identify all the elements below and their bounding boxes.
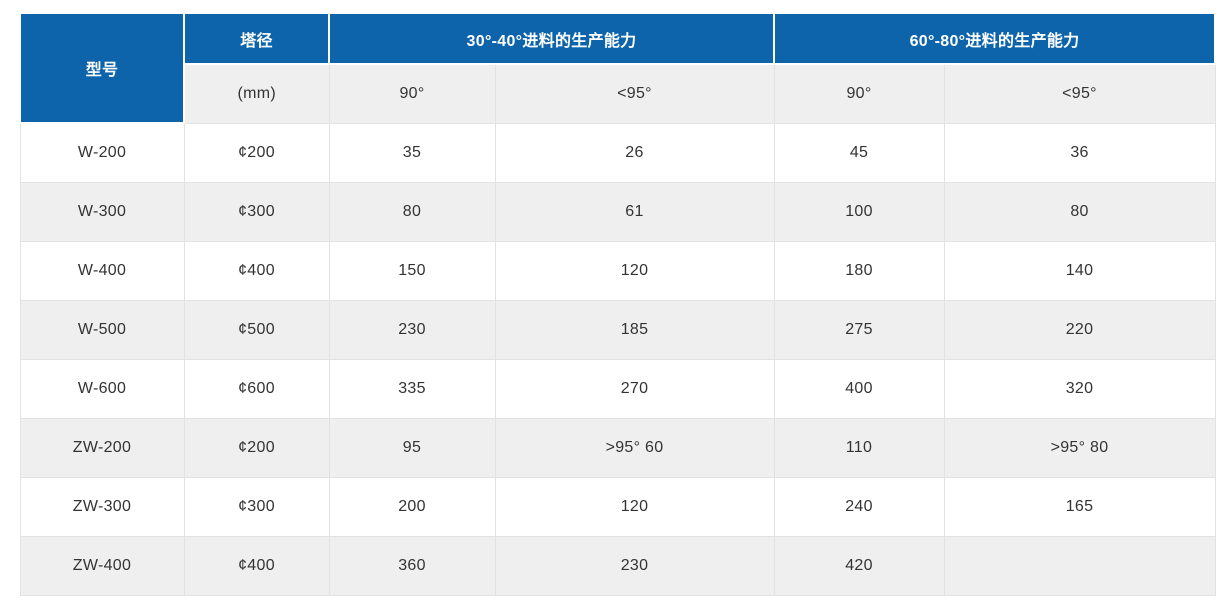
cell-capacity: 120 <box>494 240 775 301</box>
cell-capacity: 180 <box>773 240 945 301</box>
cell-diameter: ¢200 <box>183 417 330 478</box>
cell-capacity: 420 <box>773 535 945 596</box>
header-row-groups: 型号 塔径 30°-40°进料的生产能力 60°-80°进料的生产能力 <box>19 12 1217 124</box>
cell-capacity: 320 <box>943 358 1216 419</box>
header-diameter: 塔径 <box>183 12 330 65</box>
cell-model: W-500 <box>19 299 185 360</box>
cell-capacity: >95° 60 <box>494 417 775 478</box>
cell-model: W-600 <box>19 358 185 419</box>
cell-capacity: 110 <box>773 417 945 478</box>
cell-capacity: 240 <box>773 476 945 537</box>
cell-capacity: 45 <box>773 122 945 183</box>
cell-capacity: 140 <box>943 240 1216 301</box>
header-model: 型号 <box>19 12 185 124</box>
cell-capacity: 150 <box>328 240 496 301</box>
header-sub-lt95-a: <95° <box>494 63 775 124</box>
cell-model: W-300 <box>19 181 185 242</box>
cell-capacity: 61 <box>494 181 775 242</box>
cell-capacity: 185 <box>494 299 775 360</box>
cell-capacity: 36 <box>943 122 1216 183</box>
cell-model: W-400 <box>19 240 185 301</box>
header-group-60-80: 60°-80°进料的生产能力 <box>773 12 1217 65</box>
cell-capacity: 220 <box>943 299 1216 360</box>
cell-capacity: 100 <box>773 181 945 242</box>
header-sub-90-b: 90° <box>773 63 945 124</box>
cell-diameter: ¢300 <box>183 476 330 537</box>
table-row: W-600 ¢600 335 270 400 320 <box>19 358 1216 419</box>
cell-capacity: 80 <box>328 181 496 242</box>
table-row: ZW-300 ¢300 200 120 240 165 <box>19 476 1216 537</box>
cell-capacity: 270 <box>494 358 775 419</box>
cell-capacity: 275 <box>773 299 945 360</box>
cell-capacity: 120 <box>494 476 775 537</box>
header-sub-lt95-b: <95° <box>943 63 1216 124</box>
cell-diameter: ¢200 <box>183 122 330 183</box>
cell-model: ZW-400 <box>19 535 185 596</box>
table-row: W-400 ¢400 150 120 180 140 <box>19 240 1216 301</box>
cell-model: ZW-200 <box>19 417 185 478</box>
cell-capacity: 26 <box>494 122 775 183</box>
cell-model: ZW-300 <box>19 476 185 537</box>
cell-capacity: 35 <box>328 122 496 183</box>
cell-diameter: ¢400 <box>183 535 330 596</box>
cell-model: W-200 <box>19 122 185 183</box>
cell-capacity: 80 <box>943 181 1216 242</box>
cell-diameter: ¢300 <box>183 181 330 242</box>
header-row-subs: (mm) 90° <95° 90° <95° <box>20 63 1216 124</box>
cell-capacity: 230 <box>494 535 775 596</box>
spec-table: 型号 塔径 30°-40°进料的生产能力 60°-80°进料的生产能力 (mm)… <box>19 12 1217 596</box>
cell-capacity: 165 <box>943 476 1216 537</box>
cell-capacity: >95° 80 <box>943 417 1216 478</box>
cell-capacity: 200 <box>328 476 496 537</box>
header-diameter-unit: (mm) <box>183 63 330 124</box>
cell-capacity: 360 <box>328 535 496 596</box>
cell-capacity: 400 <box>773 358 945 419</box>
table-row: W-500 ¢500 230 185 275 220 <box>19 299 1216 360</box>
cell-diameter: ¢600 <box>183 358 330 419</box>
spec-table-body: W-200 ¢200 35 26 45 36 W-300 ¢300 80 61 … <box>19 122 1216 596</box>
cell-capacity: 230 <box>328 299 496 360</box>
table-row: W-300 ¢300 80 61 100 80 <box>19 181 1216 242</box>
header-sub-90-a: 90° <box>328 63 496 124</box>
spec-table-header: 型号 塔径 30°-40°进料的生产能力 60°-80°进料的生产能力 (mm)… <box>19 12 1217 124</box>
table-row: W-200 ¢200 35 26 45 36 <box>19 122 1216 183</box>
cell-capacity: 335 <box>328 358 496 419</box>
table-row: ZW-200 ¢200 95 >95° 60 110 >95° 80 <box>19 417 1216 478</box>
cell-diameter: ¢400 <box>183 240 330 301</box>
header-group-30-40: 30°-40°进料的生产能力 <box>327 12 776 65</box>
cell-diameter: ¢500 <box>183 299 330 360</box>
table-row: ZW-400 ¢400 360 230 420 <box>19 535 1216 596</box>
cell-capacity: 95 <box>328 417 496 478</box>
cell-capacity <box>943 535 1216 596</box>
